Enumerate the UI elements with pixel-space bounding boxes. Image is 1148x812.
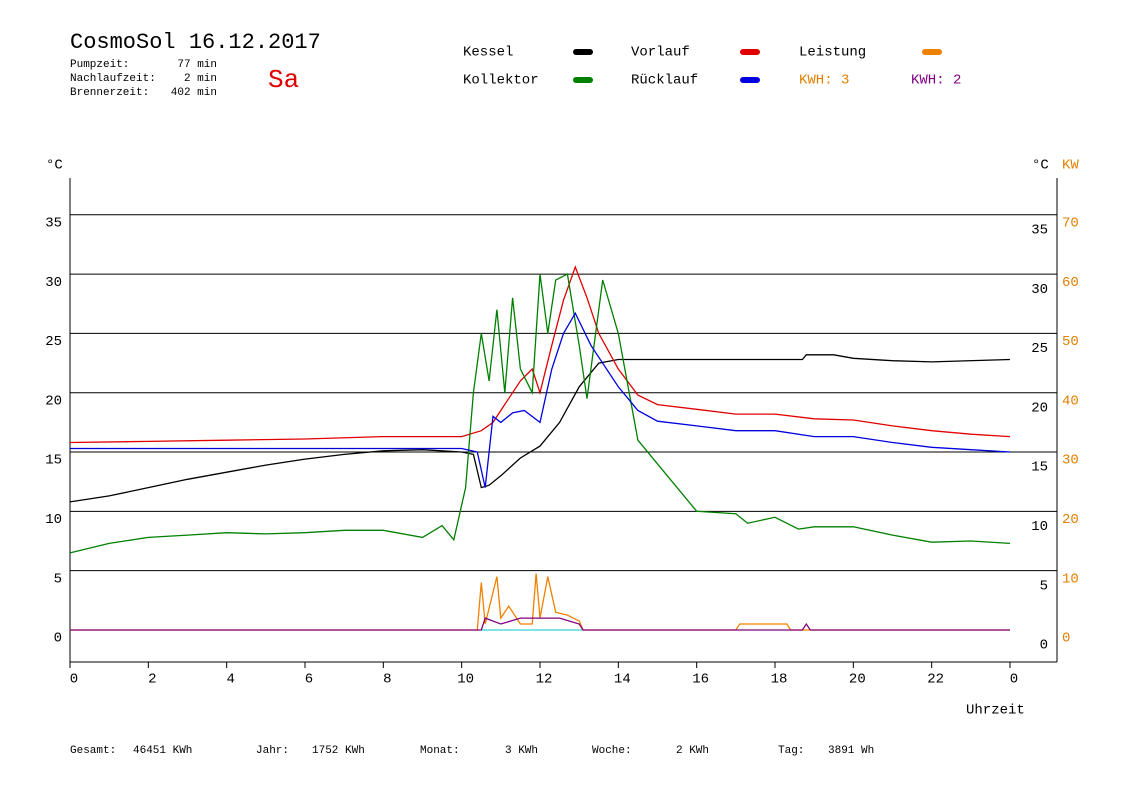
y2-axis-unit: °C [1032,158,1049,174]
footer-value: 3891 Wh [828,745,874,757]
y2-kw-unit: KW [1062,158,1079,174]
x-tick-label: 10 [457,672,474,688]
y2-tick-label: 20 [1031,400,1048,416]
y2-tick-label: 35 [1031,222,1048,238]
chart-title: CosmoSol 16.12.2017 [70,30,321,55]
info-label: Nachlaufzeit: [70,73,156,85]
footer-value: 2 KWh [676,745,709,757]
kwh-label: KWH: 3 [799,73,849,89]
x-tick-label: 22 [927,672,944,688]
footer-value: 1752 KWh [312,745,365,757]
y2-kw-tick-label: 10 [1062,571,1079,587]
x-tick-label: 12 [536,672,553,688]
series-line [70,311,1011,488]
legend-label: Kollektor [463,73,539,89]
y-tick-label: 20 [45,393,62,409]
y-tick-label: 10 [45,512,62,528]
footer-value: 46451 KWh [133,745,192,757]
x-tick-label: 20 [849,672,866,688]
info-label: Brennerzeit: [70,87,149,99]
legend-label: Vorlauf [631,45,690,61]
info-value: 402 min [171,87,217,99]
series-line [70,617,1010,631]
y2-tick-label: 25 [1031,341,1048,357]
y2-tick-label: 15 [1031,460,1048,476]
x-axis-label: Uhrzeit [966,703,1025,719]
kwh-label: KWH: 2 [911,73,961,89]
footer-label: Jahr: [256,745,289,757]
y-axis-unit: °C [46,158,63,174]
legend-label: Leistung [799,45,866,61]
y2-tick-label: 30 [1031,282,1048,298]
footer-label: Gesamt: [70,745,116,757]
series-line [69,265,1011,444]
x-tick-label: 18 [771,672,788,688]
y2-kw-tick-label: 20 [1062,512,1079,528]
footer-label: Tag: [778,745,804,757]
x-tick-label: 16 [692,672,709,688]
x-tick-label: 4 [226,672,234,688]
y2-kw-tick-label: 0 [1062,631,1070,647]
series-line [69,354,1011,503]
x-tick-label: 8 [383,672,391,688]
x-tick-label: 0 [70,672,78,688]
y-tick-label: 25 [45,334,62,350]
series-line [69,273,1011,554]
y-tick-label: 5 [54,571,62,587]
y-tick-label: 30 [45,275,62,291]
y2-kw-tick-label: 40 [1062,393,1079,409]
y2-kw-tick-label: 50 [1062,334,1079,350]
x-tick-label: 6 [305,672,313,688]
y2-tick-label: 5 [1040,578,1048,594]
footer-value: 3 KWh [505,745,538,757]
footer-label: Woche: [592,745,632,757]
y2-kw-tick-label: 30 [1062,453,1079,469]
y2-kw-tick-label: 60 [1062,275,1079,291]
footer-label: Monat: [420,745,460,757]
info-value: 2 min [184,73,217,85]
info-label: Pumpzeit: [70,59,129,71]
y2-tick-label: 10 [1031,519,1048,535]
y-tick-label: 35 [45,215,62,231]
x-tick-label: 14 [614,672,631,688]
day: Sa [268,65,299,95]
y-tick-label: 0 [54,631,62,647]
y-tick-label: 15 [45,453,62,469]
x-tick-label: 0 [1010,672,1018,688]
info-value: 77 min [177,59,217,71]
y2-tick-label: 0 [1040,638,1048,654]
legend-label: Kessel [463,45,513,61]
x-tick-label: 2 [148,672,156,688]
legend-label: Rücklauf [631,73,698,89]
y2-kw-tick-label: 70 [1062,215,1079,231]
